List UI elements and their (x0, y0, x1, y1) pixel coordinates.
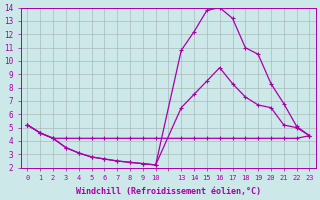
X-axis label: Windchill (Refroidissement éolien,°C): Windchill (Refroidissement éolien,°C) (76, 187, 261, 196)
